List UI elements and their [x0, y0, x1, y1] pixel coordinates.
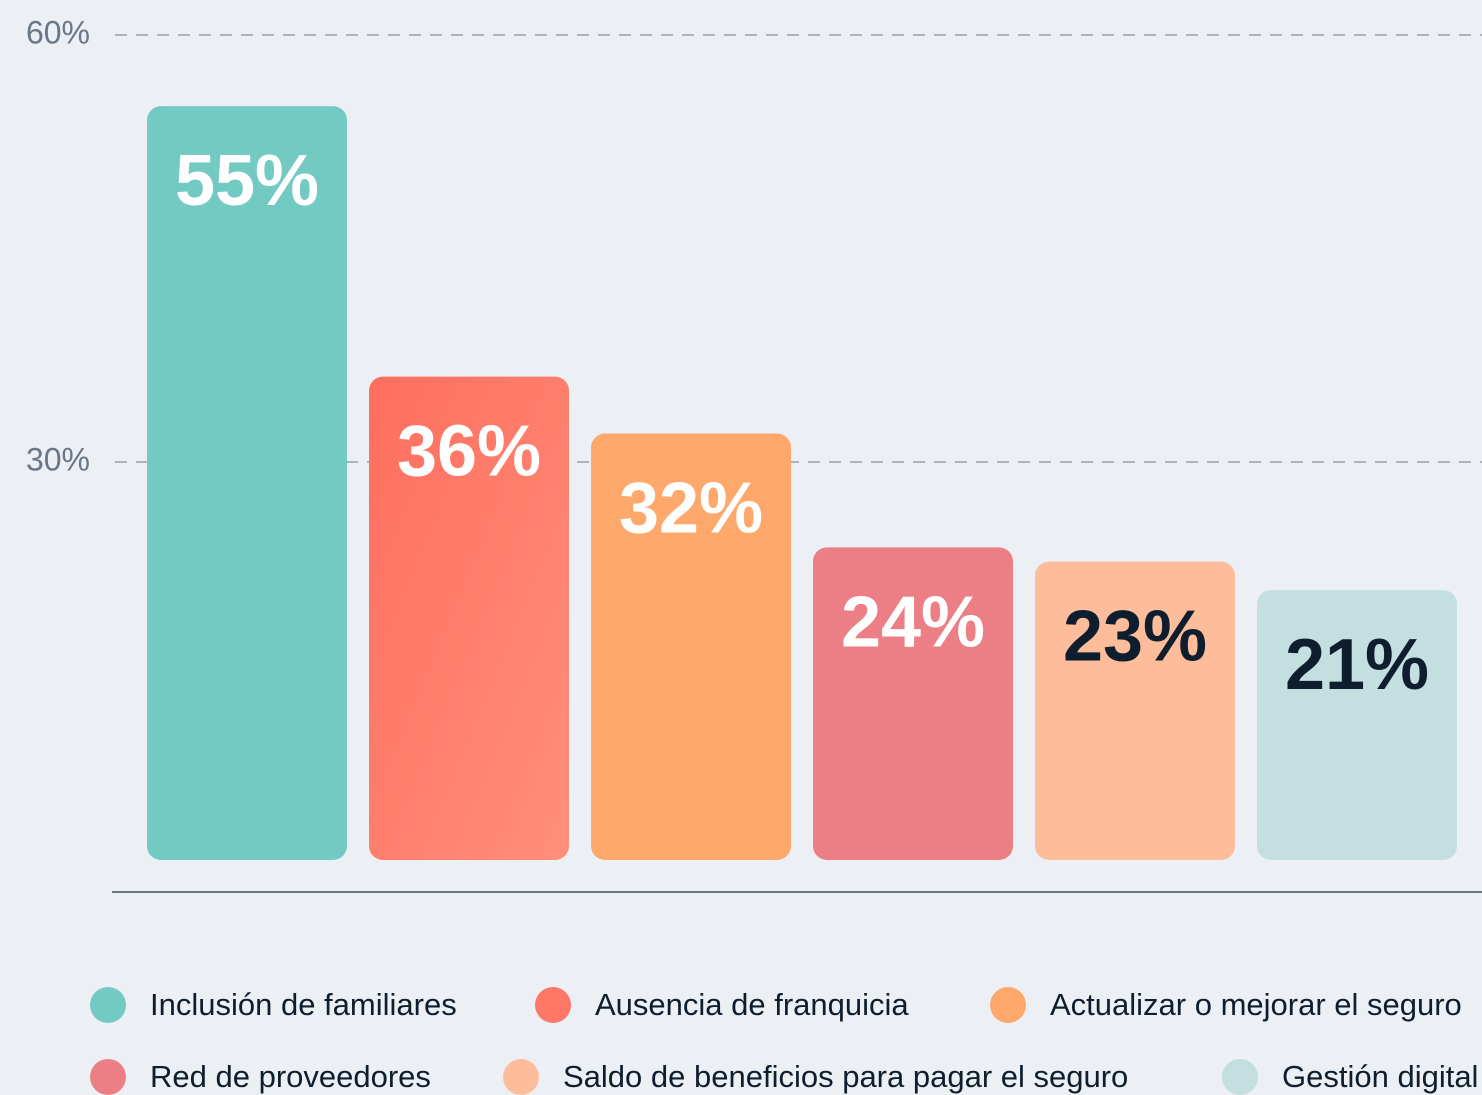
- legend-swatch: [535, 987, 571, 1023]
- bar: [813, 547, 1013, 860]
- legend-label: Red de proveedores: [150, 1059, 431, 1094]
- legend-label: Gestión digital: [1282, 1059, 1478, 1094]
- legend-label: Ausencia de franquicia: [595, 987, 909, 1022]
- bar: [1257, 590, 1457, 860]
- legend-swatch: [90, 987, 126, 1023]
- data-label: 36%: [397, 412, 541, 492]
- legend-swatch: [990, 987, 1026, 1023]
- bar: [369, 376, 569, 860]
- bar: [1035, 561, 1235, 860]
- y-tick-label: 30%: [26, 441, 90, 477]
- legend-swatch: [1222, 1059, 1258, 1095]
- data-label: 55%: [175, 141, 319, 221]
- legend-label: Saldo de beneficios para pagar el seguro: [563, 1059, 1128, 1094]
- legend-swatch: [90, 1059, 126, 1095]
- legend-swatch: [503, 1059, 539, 1095]
- data-label: 21%: [1285, 625, 1429, 705]
- bar: [147, 106, 347, 860]
- legend-label: Inclusión de familiares: [150, 987, 457, 1022]
- bar: [591, 433, 791, 860]
- y-tick-label: 60%: [26, 14, 90, 50]
- data-label: 23%: [1063, 597, 1207, 677]
- data-label: 24%: [841, 582, 985, 662]
- data-label: 32%: [619, 469, 763, 549]
- legend-label: Actualizar o mejorar el seguro: [1050, 987, 1462, 1022]
